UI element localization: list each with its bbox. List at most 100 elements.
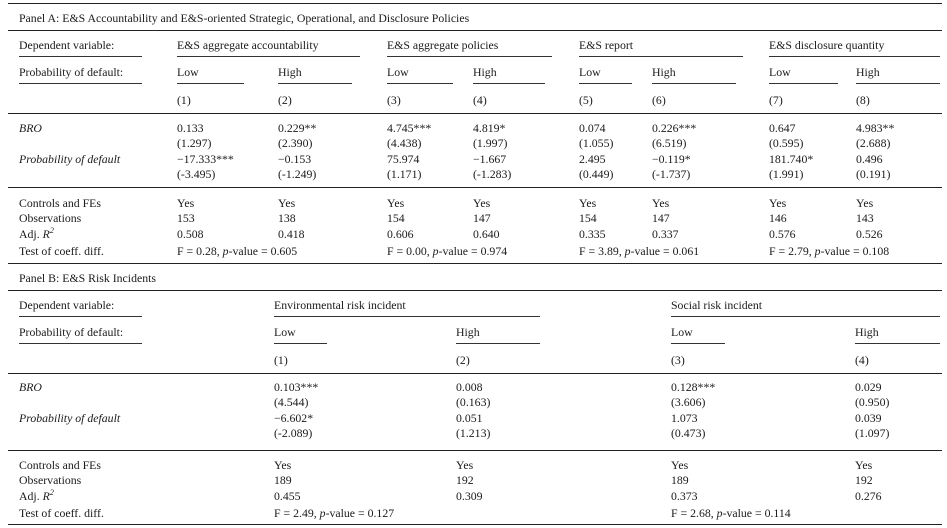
adj-r-superscript: 2 (49, 488, 54, 498)
column-number: (1) (274, 353, 288, 367)
column-number: (2) (456, 353, 470, 367)
adj-r2-cell: 0.418 (278, 227, 305, 241)
test-coeff-diff-cell: F = 0.00, p-value = 0.974 (387, 244, 507, 258)
coefficient-cell: 0.039 (855, 411, 882, 425)
row-label-adj-r2: Adj. R2 (19, 227, 54, 241)
prob-default-sub-header: High (456, 325, 480, 339)
coefficient-cell: 0.103*** (274, 380, 319, 394)
adj-r2-cell: 0.606 (387, 227, 414, 241)
adj-r2-cell: 0.276 (855, 489, 882, 503)
test-part-p: p (319, 506, 326, 520)
column-number: (7) (769, 93, 783, 107)
coefficient-cell: 0.229** (278, 121, 317, 135)
dep-variable-group-header: Environmental risk incident (274, 298, 406, 312)
tstat-cell: (1.171) (387, 167, 422, 181)
controls-cell: Yes (855, 458, 873, 472)
test-part-b: -value = 0.114 (722, 506, 791, 520)
adj-r2-cell: 0.337 (652, 227, 679, 241)
sub-underline (856, 83, 940, 84)
column-number: (3) (387, 93, 401, 107)
group-underline (769, 56, 940, 57)
row-label-observations: Observations (19, 211, 82, 225)
test-coeff-diff-cell: F = 0.28, p-value = 0.605 (177, 244, 297, 258)
panelB-bottom-rule (8, 524, 942, 525)
tstat-cell: (1.213) (456, 426, 491, 440)
coefficient-cell: 0.496 (856, 152, 883, 166)
test-part-a: F = 0.00, (387, 244, 433, 258)
row-label-variable: Probability of default (19, 152, 121, 166)
adj-label-text: Adj. (19, 227, 43, 241)
group-underline (579, 56, 743, 57)
row-label-variable: Probability of default (19, 411, 121, 425)
tstat-cell: (-2.089) (274, 426, 313, 440)
test-part-b: -value = 0.974 (438, 244, 508, 258)
tstat-cell: (2.390) (278, 136, 313, 150)
group-underline (671, 316, 940, 317)
controls-cell: Yes (456, 458, 474, 472)
tstat-cell: (2.688) (856, 136, 891, 150)
coefficient-cell: 75.974 (387, 152, 420, 166)
column-number: (4) (855, 353, 869, 367)
sub-underline (387, 83, 453, 84)
column-number: (8) (856, 93, 870, 107)
adj-r2-cell: 0.335 (579, 227, 606, 241)
tstat-cell: (-1.249) (278, 167, 317, 181)
adj-r2-cell: 0.526 (856, 227, 883, 241)
test-part-b: -value = 0.108 (820, 244, 890, 258)
controls-cell: Yes (671, 458, 689, 472)
test-part-a: F = 0.28, (177, 244, 223, 258)
coefficient-cell: 0.074 (579, 121, 606, 135)
controls-cell: Yes (856, 196, 874, 210)
sub-underline (473, 83, 545, 84)
prob-default-label: Probability of default: (19, 325, 124, 339)
observations-cell: 154 (387, 211, 405, 225)
coefficient-cell: −6.602* (274, 411, 314, 425)
column-number: (5) (579, 93, 593, 107)
panelB-title: Panel B: E&S Risk Incidents (19, 271, 156, 285)
dep-variable-label: Dependent variable: (19, 38, 115, 52)
coefficient-cell: −1.667 (473, 152, 507, 166)
coefficient-cell: −17.333*** (177, 152, 234, 166)
dep-variable-group-header: Social risk incident (671, 298, 763, 312)
row-label-test: Test of coeff. diff. (19, 244, 104, 258)
prob-default-sub-header: Low (177, 65, 199, 79)
observations-cell: 143 (856, 211, 874, 225)
observations-cell: 146 (769, 211, 787, 225)
observations-cell: 147 (473, 211, 491, 225)
group-underline (177, 56, 360, 57)
test-part-a: F = 3.89, (579, 244, 625, 258)
dep-variable-label: Dependent variable: (19, 298, 115, 312)
sub-underline (177, 83, 244, 84)
observations-cell: 138 (278, 211, 296, 225)
adj-r-superscript: 2 (49, 226, 54, 236)
coefficient-cell: 0.128*** (671, 380, 716, 394)
adj-r2-cell: 0.576 (769, 227, 796, 241)
test-part-p: p (624, 244, 631, 258)
row-label-controls: Controls and FEs (19, 196, 101, 210)
column-number: (4) (473, 93, 487, 107)
panelB-title-rule (8, 290, 942, 291)
coefficient-cell: 0.133 (177, 121, 204, 135)
dep-variable-group-header: E&S aggregate accountability (177, 38, 319, 52)
test-coeff-diff-cell: F = 2.79, p-value = 0.108 (769, 244, 889, 258)
tstat-cell: (-1.737) (652, 167, 691, 181)
coefficient-cell: 181.740* (769, 152, 814, 166)
observations-cell: 192 (456, 473, 474, 487)
prob-default-sub-header: Low (274, 325, 296, 339)
tstat-cell: (0.595) (769, 136, 804, 150)
tstat-cell: (1.297) (177, 136, 212, 150)
prob-default-sub-header: Low (671, 325, 693, 339)
controls-cell: Yes (652, 196, 670, 210)
adj-r2-cell: 0.373 (671, 489, 698, 503)
sub-underline (652, 83, 736, 84)
tstat-cell: (0.473) (671, 426, 706, 440)
column-number: (6) (652, 93, 666, 107)
observations-cell: 154 (579, 211, 597, 225)
sub-underline (579, 83, 632, 84)
test-part-b: -value = 0.605 (228, 244, 298, 258)
coefficient-cell: 0.051 (456, 411, 483, 425)
label-underline (19, 343, 142, 344)
test-part-a: F = 2.79, (769, 244, 815, 258)
prob-default-sub-header: Low (387, 65, 409, 79)
tstat-cell: (-1.283) (473, 167, 512, 181)
